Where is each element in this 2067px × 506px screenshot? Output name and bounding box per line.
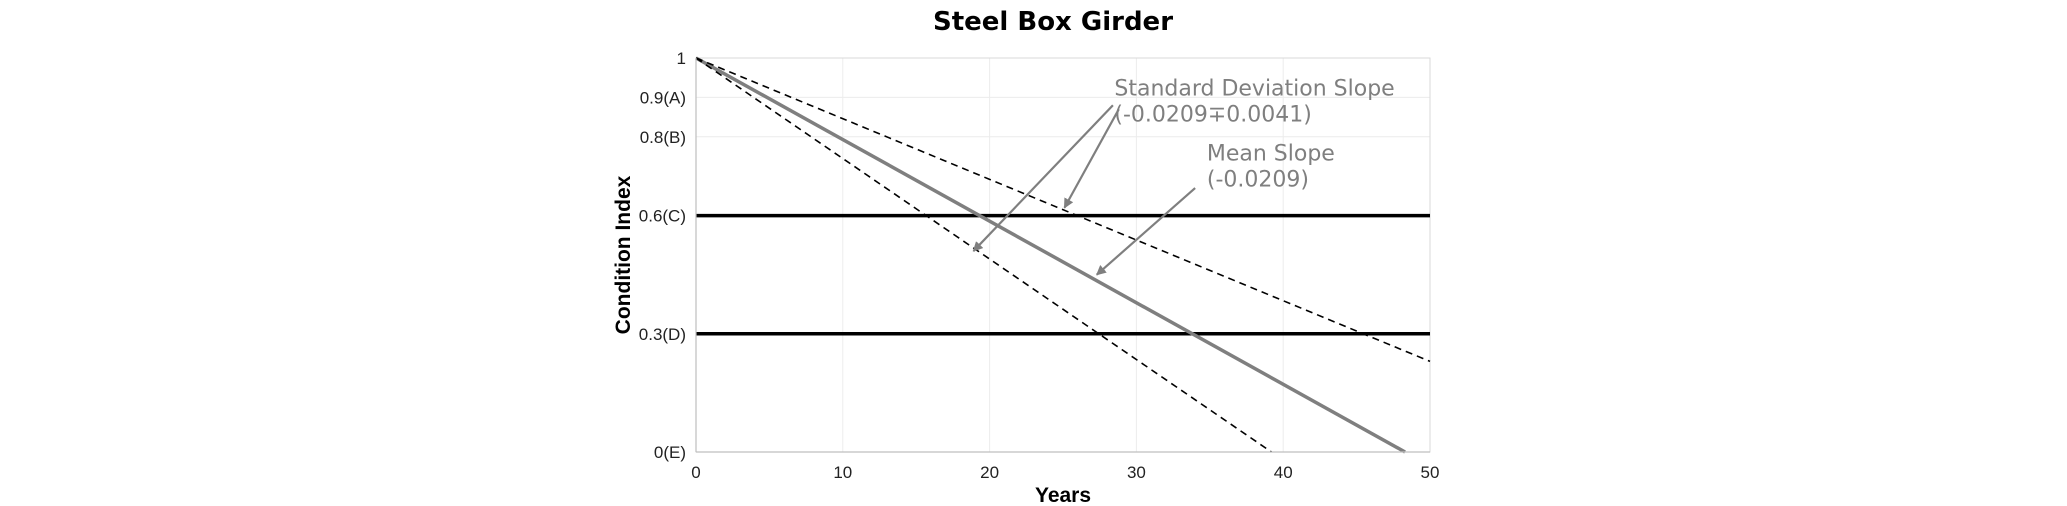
- y-tick-label: 0.9(A): [640, 88, 686, 107]
- y-tick-labels: 1 0.9(A) 0.8(B) 0.6(C) 0.3(D) 0(E): [639, 49, 686, 462]
- chart-title: Steel Box Girder: [933, 7, 1173, 37]
- plot-area-border: [695, 57, 1431, 453]
- annotation-sd-arrow-1: [972, 104, 1114, 252]
- annotation-mean-arrow-1: [1096, 187, 1196, 276]
- annotation-mean-line-1: Mean Slope: [1207, 141, 1335, 166]
- x-tick-label: 20: [980, 463, 999, 482]
- y-tick-label: 0.3(D): [639, 325, 686, 344]
- series-lines: [695, 56, 1431, 454]
- annotation-sd-arrow-2: [1063, 108, 1120, 209]
- x-tick-label: 50: [1421, 463, 1440, 482]
- series-line-lower: [695, 57, 1272, 453]
- series-line-upper: [695, 57, 1431, 363]
- threshold-lines: [696, 213, 1430, 336]
- x-tick-label: 0: [691, 463, 700, 482]
- annotation-sd-line-2: (-0.0209∓0.0041): [1114, 102, 1312, 127]
- x-tick-label: 30: [1127, 463, 1146, 482]
- y-tick-label: 0.8(B): [640, 128, 686, 147]
- y-tick-label: 0.6(C): [639, 207, 686, 226]
- x-axis-label: Years: [1035, 484, 1091, 506]
- grid: [695, 57, 1431, 453]
- axes: [695, 58, 1430, 453]
- series-line-mean: [695, 56, 1406, 454]
- x-tick-label: 10: [833, 463, 852, 482]
- x-tick-label: 40: [1274, 463, 1293, 482]
- y-tick-label: 0(E): [654, 443, 686, 462]
- y-tick-label: 1: [677, 49, 686, 68]
- annotation-sd-line-1: Standard Deviation Slope: [1114, 76, 1394, 101]
- annotations: Standard Deviation Slope(-0.0209∓0.0041)…: [972, 76, 1395, 276]
- x-tick-labels: 0 10 20 30 40 50: [691, 463, 1439, 482]
- annotation-mean-line-2: (-0.0209): [1207, 167, 1309, 192]
- y-axis-label: Condition Index: [612, 175, 635, 334]
